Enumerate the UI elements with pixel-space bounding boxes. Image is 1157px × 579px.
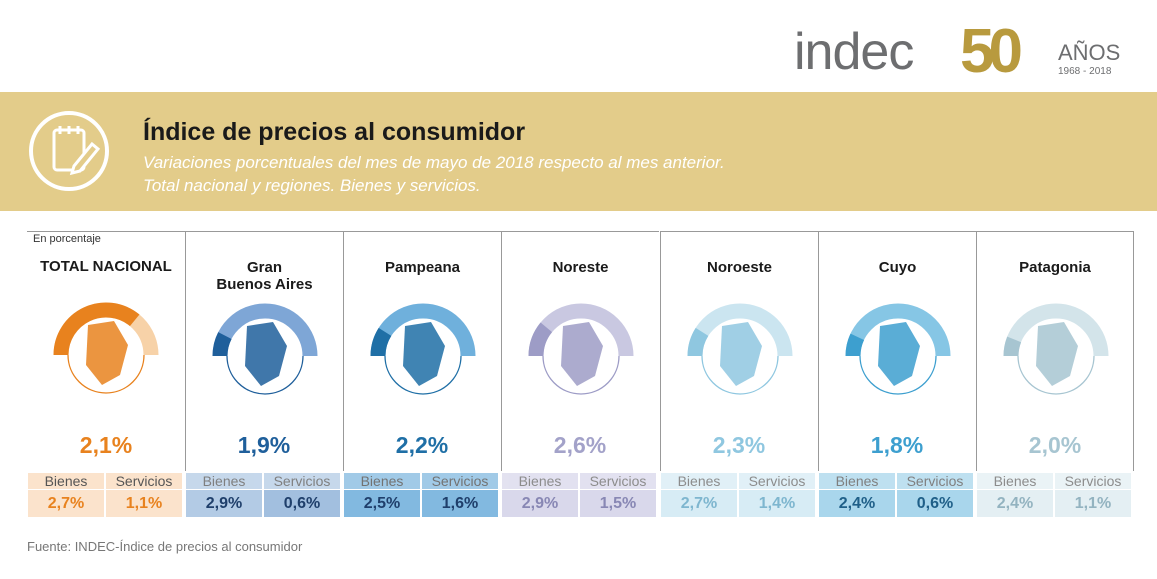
gauge-track	[1003, 303, 1109, 357]
gauge-track	[845, 303, 951, 357]
gauge-fill	[845, 333, 865, 357]
breakdown-value: 2,9%	[186, 490, 262, 517]
gauge	[212, 303, 318, 395]
gauge-fill	[687, 327, 709, 357]
region-name-line: Cuyo	[878, 259, 917, 276]
breakdown-value: 2,4%	[819, 490, 895, 517]
region-map	[878, 322, 920, 386]
subtitle: Total nacional y regiones. Bienes y serv…	[143, 176, 481, 195]
region-total: 2,0%	[1028, 432, 1082, 458]
region-column: Noroeste	[660, 231, 818, 471]
region-map	[720, 322, 762, 386]
logo-number: 50	[960, 17, 1023, 86]
region-column: Patagonia	[976, 231, 1134, 471]
region-map	[1036, 322, 1078, 386]
region-total: 1,8%	[870, 432, 924, 458]
breakdown-value: 1,4%	[739, 490, 815, 517]
region-total: 2,3%	[712, 432, 766, 458]
breakdown-value: 0,6%	[897, 490, 973, 517]
region-name-line: Buenos Aires	[216, 276, 313, 293]
gauge-ring	[859, 355, 937, 395]
region-name-line: Gran	[246, 259, 282, 276]
column-header: Bienes	[28, 473, 104, 489]
region-name-line: TOTAL NACIONAL	[40, 258, 172, 275]
region-column: TOTAL NACIONAL	[27, 231, 185, 471]
title: Índice de precios al consumidor	[143, 118, 526, 146]
gauge	[687, 303, 793, 395]
region-map	[86, 321, 128, 385]
region-name: Gran Buenos Aires	[186, 259, 343, 293]
column-header: Servicios	[897, 473, 973, 489]
column-header: Bienes	[661, 473, 737, 489]
gauge-fill	[1003, 336, 1022, 357]
region-column: Gran Buenos Aires	[185, 231, 343, 471]
subtitle: Variaciones porcentuales del mes de mayo…	[143, 153, 725, 172]
region-name: Noroeste	[661, 259, 818, 276]
region-name: Noreste	[502, 259, 659, 276]
breakdown-value: 2,7%	[661, 490, 737, 517]
breakdown-value: 1,6%	[422, 490, 498, 517]
gauge-ring	[701, 355, 779, 395]
breakdown-value: 1,5%	[580, 490, 656, 517]
gauge	[845, 303, 951, 395]
breakdown-value: 2,9%	[502, 490, 578, 517]
gauge-ring	[226, 355, 304, 395]
logo-range: 1968 - 2018	[1058, 66, 1112, 77]
column-header: Servicios	[580, 473, 656, 489]
region-total: 2,6%	[553, 432, 607, 458]
logo-name: indec	[794, 23, 914, 81]
region-name: Patagonia	[977, 259, 1133, 276]
breakdown-value: 2,4%	[977, 490, 1053, 517]
breakdown-value: 2,5%	[344, 490, 420, 517]
region-name: TOTAL NACIONAL	[27, 258, 185, 275]
header-band	[0, 92, 1157, 211]
column-header: Bienes	[502, 473, 578, 489]
source: Fuente: INDEC-Índice de precios al consu…	[27, 539, 303, 554]
region-name-line: Pampeana	[384, 259, 461, 276]
column-header: Servicios	[739, 473, 815, 489]
region-map	[403, 322, 445, 386]
gauge	[53, 302, 159, 394]
region-name-line: Patagonia	[1019, 259, 1091, 276]
breakdown-value: 1,1%	[106, 490, 182, 517]
column-header: Servicios	[264, 473, 340, 489]
gauge-fill	[370, 327, 392, 357]
column-header: Servicios	[422, 473, 498, 489]
breakdown-value: 2,7%	[28, 490, 104, 517]
region-name-line: Noreste	[552, 259, 609, 276]
region-name: Pampeana	[344, 259, 501, 276]
gauge	[370, 303, 476, 395]
column-header: Servicios	[1055, 473, 1131, 489]
gauge	[1003, 303, 1109, 395]
column-header: Bienes	[977, 473, 1053, 489]
breakdown-value: 1,1%	[1055, 490, 1131, 517]
region-column: Pampeana	[343, 231, 501, 471]
gauge-ring	[542, 355, 620, 395]
column-header: Bienes	[819, 473, 895, 489]
region-name-line: Noroeste	[706, 259, 773, 276]
gauge-fill	[53, 302, 140, 356]
gauge-ring	[1017, 355, 1095, 395]
column-header: Bienes	[344, 473, 420, 489]
gauge-ring	[384, 355, 462, 395]
region-column: Noreste	[501, 231, 659, 471]
header-icon	[29, 111, 109, 191]
gauge-fill	[212, 332, 232, 357]
column-header: Bienes	[186, 473, 262, 489]
region-total: 2,2%	[395, 432, 449, 458]
region-map	[245, 322, 287, 386]
gauge	[528, 303, 634, 395]
region-total: 1,9%	[237, 432, 291, 458]
logo-years: AÑOS	[1058, 40, 1121, 65]
region-total: 2,1%	[79, 432, 133, 458]
unit-note: En porcentaje	[33, 233, 101, 245]
region-map	[561, 322, 603, 386]
region-column: Cuyo	[818, 231, 976, 471]
gauge-ring	[67, 354, 145, 394]
column-header: Servicios	[106, 473, 182, 489]
gauge-fill	[528, 322, 553, 357]
breakdown-value: 0,6%	[264, 490, 340, 517]
region-name: Cuyo	[819, 259, 976, 276]
